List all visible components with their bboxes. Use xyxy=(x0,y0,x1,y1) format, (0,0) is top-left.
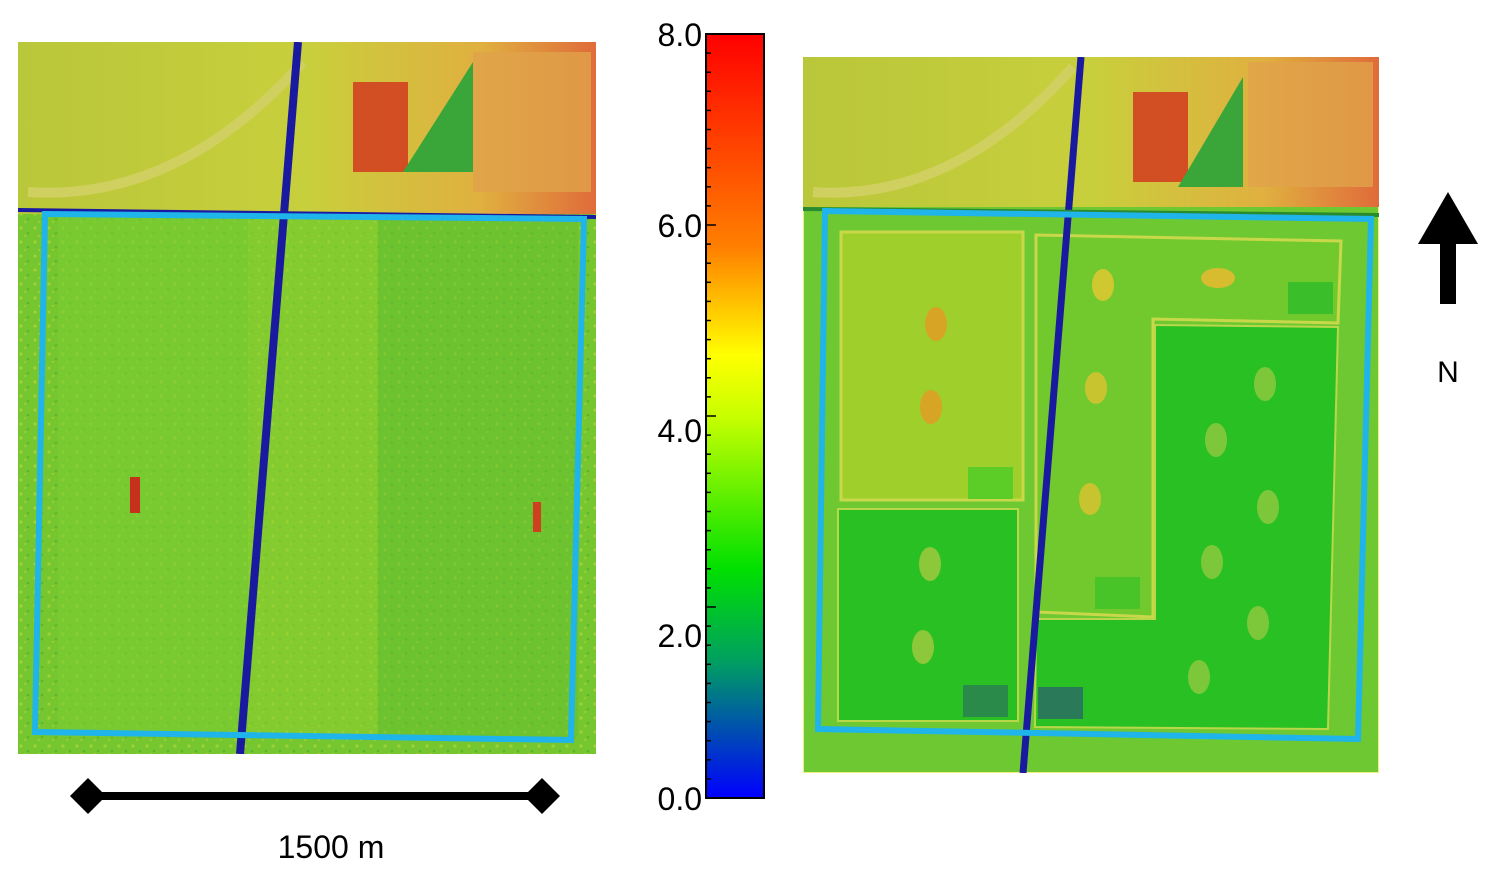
sample-spot xyxy=(1257,490,1279,524)
scale-bar: 1500 m xyxy=(70,778,560,865)
sample-spot xyxy=(925,307,947,341)
field-outline-right xyxy=(814,207,1375,743)
canal-north-south xyxy=(236,42,302,754)
sample-spot xyxy=(1201,268,1235,288)
colorbar-tick-4: 4.0 xyxy=(658,413,702,449)
red-anomaly-east xyxy=(533,502,541,532)
plot-corner-square xyxy=(1038,687,1083,719)
scale-bar-end-right xyxy=(524,778,560,814)
sample-spot xyxy=(912,630,934,664)
field-outline-left xyxy=(31,210,588,744)
colorbar-tick-0: 0.0 xyxy=(658,781,702,814)
stadium-area xyxy=(473,52,591,192)
hot-spot-red xyxy=(353,82,408,172)
sample-spot xyxy=(1085,372,1107,404)
north-arrow: N xyxy=(1418,192,1478,389)
sample-spot xyxy=(1201,545,1223,579)
green-triangle-field xyxy=(403,62,473,172)
sample-spot xyxy=(1254,367,1276,401)
scale-bar-end-left xyxy=(70,778,106,814)
north-arrow-icon xyxy=(1418,192,1478,304)
red-anomaly xyxy=(130,477,140,513)
scale-bar-label: 1500 m xyxy=(278,829,385,865)
curved-road xyxy=(812,63,1077,198)
hot-spot-red xyxy=(1133,92,1188,182)
left-map xyxy=(18,42,596,754)
middle-field-block xyxy=(248,217,378,737)
sample-spot xyxy=(1092,269,1114,301)
plot-corner-square xyxy=(963,685,1008,717)
colorbar-tick-6: 6.0 xyxy=(658,208,702,244)
west-field-block xyxy=(58,217,248,737)
curved-road xyxy=(27,58,307,198)
sample-spots xyxy=(912,268,1279,694)
elevation-colorbar: 8.0 6.0 4.0 2.0 0.0 xyxy=(658,17,765,814)
colorbar-tick-2: 2.0 xyxy=(658,618,702,654)
sample-spot xyxy=(920,390,942,424)
plot-northwest xyxy=(839,230,1025,502)
east-field-block xyxy=(378,217,578,737)
sample-spot xyxy=(1188,660,1210,694)
sample-spot xyxy=(1247,606,1269,640)
north-arrow-label: N xyxy=(1437,356,1459,389)
colorbar-tick-8: 8.0 xyxy=(658,17,702,53)
right-map xyxy=(803,57,1379,773)
plot-corner-square xyxy=(1288,282,1333,314)
stadium-area xyxy=(1248,62,1373,187)
colorbar-minor-ticks xyxy=(706,33,716,799)
sample-spot xyxy=(1205,423,1227,457)
canal-north-south xyxy=(1019,57,1085,773)
green-triangle-field xyxy=(1178,77,1243,187)
sample-spot xyxy=(919,547,941,581)
plot-corner-square xyxy=(968,467,1013,499)
sample-spot xyxy=(1079,483,1101,515)
plot-corner-square xyxy=(1095,577,1140,609)
